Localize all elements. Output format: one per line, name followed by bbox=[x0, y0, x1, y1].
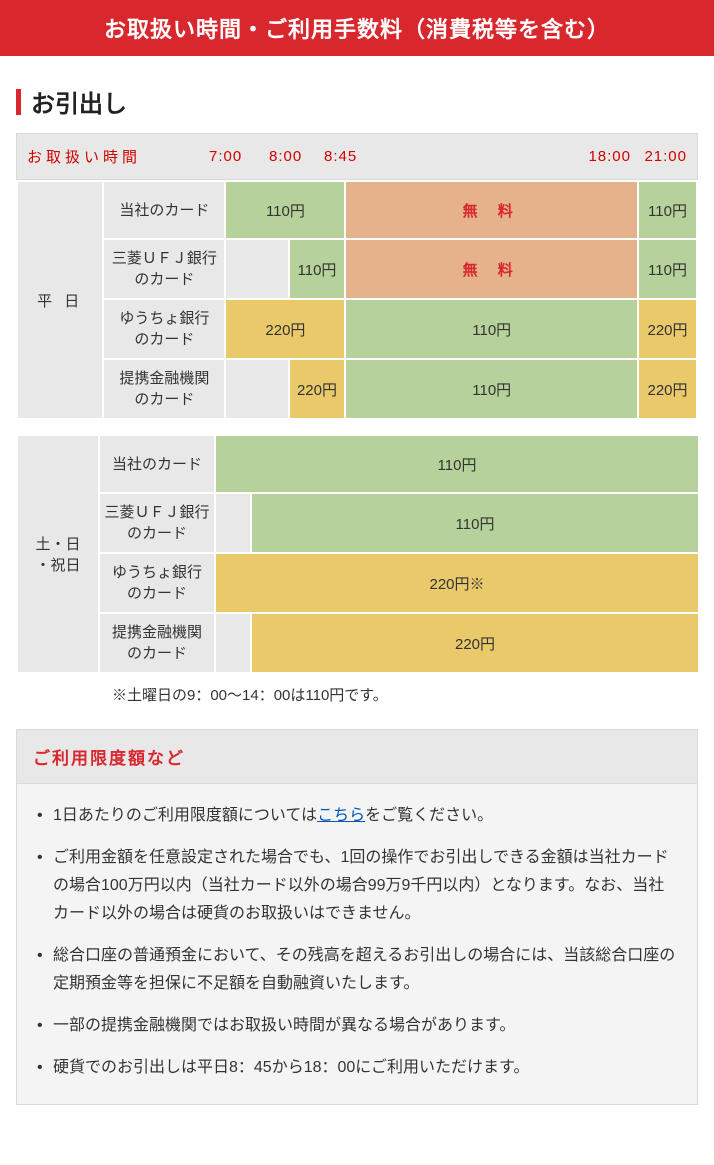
table-row: 提携金融機関 のカード 220円 bbox=[17, 613, 699, 673]
fee-cell: 110円 bbox=[345, 299, 638, 359]
card-label-line: 三菱ＵＦＪ銀行 bbox=[112, 250, 217, 267]
card-label-line: のカード bbox=[127, 525, 187, 542]
fee-cell-empty bbox=[225, 239, 288, 299]
card-label: 当社のカード bbox=[99, 435, 215, 493]
timeline-label: お取扱い時間 bbox=[27, 146, 209, 167]
fee-cell-empty bbox=[215, 613, 251, 673]
fee-cell: 110円 bbox=[345, 359, 638, 419]
card-label-line: ゆうちょ銀行 bbox=[112, 564, 202, 581]
fee-cell: 110円 bbox=[289, 239, 346, 299]
text: 1日あたりのご利用限度額については bbox=[53, 807, 317, 824]
list-item: 硬貨でのお引出しは平日8：45から18：00にご利用いただけます。 bbox=[37, 1054, 677, 1082]
card-label: 提携金融機関 のカード bbox=[103, 359, 225, 419]
table-row: 土・日 ・祝日 当社のカード 110円 bbox=[17, 435, 699, 493]
fee-cell: 110円 bbox=[215, 435, 699, 493]
table-row: 三菱ＵＦＪ銀行 のカード 110円 bbox=[17, 493, 699, 553]
table-row: 三菱ＵＦＪ銀行 のカード 110円 無 料 110円 bbox=[17, 239, 697, 299]
weekday-label: 平 日 bbox=[17, 181, 103, 419]
card-label-line: のカード bbox=[134, 271, 194, 288]
time-1800: 18:00 bbox=[569, 148, 631, 165]
card-label: ゆうちょ銀行 のカード bbox=[103, 299, 225, 359]
fee-cell: 220円 bbox=[289, 359, 346, 419]
weekend-fee-table: 土・日 ・祝日 当社のカード 110円 三菱ＵＦＪ銀行 のカード 110円 ゆう… bbox=[16, 434, 700, 674]
time-800: 8:00 bbox=[269, 148, 324, 165]
fee-cell: 220円※ bbox=[215, 553, 699, 613]
weekday-fee-table: 平 日 当社のカード 110円 無 料 110円 三菱ＵＦＪ銀行 のカード 11… bbox=[16, 180, 698, 420]
weekend-label: 土・日 ・祝日 bbox=[17, 435, 99, 673]
table-row: ゆうちょ銀行 のカード 220円※ bbox=[17, 553, 699, 613]
card-label-line: のカード bbox=[127, 585, 187, 602]
card-label-line: のカード bbox=[127, 645, 187, 662]
fee-cell: 220円 bbox=[251, 613, 699, 673]
card-label: 三菱ＵＦＪ銀行 のカード bbox=[99, 493, 215, 553]
fee-cell: 220円 bbox=[638, 299, 697, 359]
table-row: ゆうちょ銀行 のカード 220円 110円 220円 bbox=[17, 299, 697, 359]
table-row: 平 日 当社のカード 110円 無 料 110円 bbox=[17, 181, 697, 239]
footnote: ※土曜日の9：00～14：00は110円です。 bbox=[112, 684, 698, 705]
limits-body: 1日あたりのご利用限度額についてはこちらをご覧ください。 ご利用金額を任意設定さ… bbox=[17, 784, 697, 1104]
fee-cell: 220円 bbox=[225, 299, 345, 359]
card-label-line: ゆうちょ銀行 bbox=[119, 310, 209, 327]
fee-cell: 110円 bbox=[638, 239, 697, 299]
weekend-label-line: 土・日 bbox=[35, 536, 80, 553]
withdrawal-section: お引出し お取扱い時間 7:00 8:00 8:45 18:00 21:00 平… bbox=[0, 84, 714, 1105]
card-label: 提携金融機関 のカード bbox=[99, 613, 215, 673]
fee-cell-empty bbox=[225, 359, 288, 419]
fee-cell: 220円 bbox=[638, 359, 697, 419]
page-header: お取扱い時間・ご利用手数料（消費税等を含む） bbox=[0, 0, 714, 56]
card-label-line: 三菱ＵＦＪ銀行 bbox=[104, 504, 209, 521]
card-label-line: のカード bbox=[134, 391, 194, 408]
fee-cell-empty bbox=[215, 493, 251, 553]
fee-cell: 110円 bbox=[638, 181, 697, 239]
table-row: 提携金融機関 のカード 220円 110円 220円 bbox=[17, 359, 697, 419]
card-label: 当社のカード bbox=[103, 181, 225, 239]
weekend-label-line: ・祝日 bbox=[35, 557, 80, 574]
limits-block: ご利用限度額など 1日あたりのご利用限度額についてはこちらをご覧ください。 ご利… bbox=[16, 729, 698, 1105]
time-845: 8:45 bbox=[324, 148, 380, 165]
card-label-line: のカード bbox=[134, 331, 194, 348]
list-item: 総合口座の普通預金において、その残高を超えるお引出しの場合には、当該総合口座の定… bbox=[37, 942, 677, 998]
time-700: 7:00 bbox=[209, 148, 269, 165]
list-item: ご利用金額を任意設定された場合でも、1回の操作でお引出しできる金額は当社カードの… bbox=[37, 844, 677, 928]
list-item: 一部の提携金融機関ではお取扱い時間が異なる場合があります。 bbox=[37, 1012, 677, 1040]
card-label: 三菱ＵＦＪ銀行 のカード bbox=[103, 239, 225, 299]
fee-cell: 無 料 bbox=[345, 181, 638, 239]
withdrawal-title: お引出し bbox=[16, 84, 698, 119]
limits-title: ご利用限度額など bbox=[17, 730, 697, 784]
list-item: 1日あたりのご利用限度額についてはこちらをご覧ください。 bbox=[37, 802, 677, 830]
time-2100: 21:00 bbox=[631, 148, 687, 165]
fee-cell: 無 料 bbox=[345, 239, 638, 299]
timeline-header: お取扱い時間 7:00 8:00 8:45 18:00 21:00 bbox=[16, 133, 698, 180]
fee-cell: 110円 bbox=[251, 493, 699, 553]
fee-cell: 110円 bbox=[225, 181, 345, 239]
text: をご覧ください。 bbox=[365, 807, 493, 824]
card-label-line: 提携金融機関 bbox=[112, 624, 202, 641]
card-label: ゆうちょ銀行 のカード bbox=[99, 553, 215, 613]
card-label-line: 提携金融機関 bbox=[119, 370, 209, 387]
limits-link[interactable]: こちら bbox=[317, 807, 365, 824]
